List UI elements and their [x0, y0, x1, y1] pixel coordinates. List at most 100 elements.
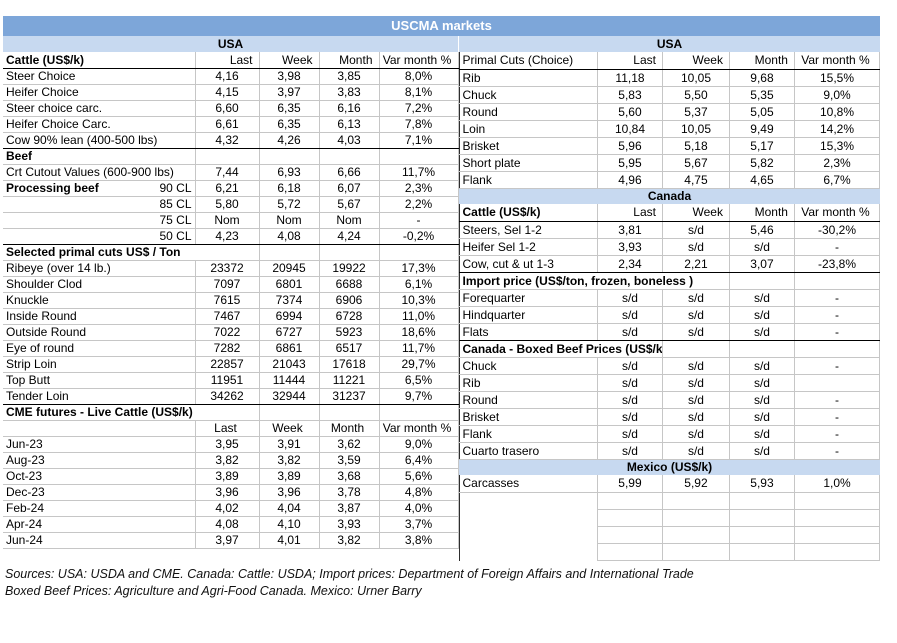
- table-row-rib: Rib 11,18 10,05 9,68 15,5%: [459, 69, 881, 87]
- row-label-cell: Aug-23: [3, 452, 196, 469]
- value-cell: s/d: [597, 425, 663, 443]
- value-cell: 10,84: [597, 120, 663, 138]
- empty-cell: [597, 526, 663, 544]
- value-cell: s/d: [662, 323, 730, 341]
- var-month-cell: 11,7%: [379, 164, 459, 181]
- var-month-cell: 14,2%: [794, 120, 881, 138]
- group-label: Primal Cuts (Choice): [459, 52, 598, 70]
- value-cell: s/d: [662, 374, 730, 392]
- empty-cell: [729, 340, 795, 358]
- row-label-cell: Rib: [459, 69, 598, 87]
- var-month-cell: -: [794, 442, 881, 460]
- row-sublabel: 85 CL: [159, 197, 192, 211]
- row-label-cell: Steer choice carc.: [3, 100, 196, 117]
- row-label-cell: Feb-24: [3, 500, 196, 517]
- value-cell: 3,83: [319, 84, 380, 101]
- row-label: Cow 90% lean (400-500 lbs): [6, 133, 158, 147]
- value-cell: 6906: [319, 292, 380, 309]
- var-month-cell: 8,0%: [379, 68, 459, 85]
- column-header: Month: [319, 420, 380, 437]
- row-label: Shoulder Clod: [6, 277, 83, 291]
- row-label-cell: Chuck: [459, 86, 598, 104]
- value-cell: 3,62: [319, 436, 380, 453]
- row-label: Heifer Choice Carc.: [6, 117, 111, 131]
- table-row-50-cl: 50 CL 4,23 4,08 4,24 -0,2%: [3, 228, 459, 245]
- row-label: Flats: [462, 324, 489, 339]
- value-cell: 6,21: [195, 180, 260, 197]
- var-month-cell: -: [794, 425, 881, 443]
- value-cell: Nom: [259, 212, 320, 229]
- var-month-cell: 7,2%: [379, 100, 459, 117]
- empty-cell: [729, 509, 795, 527]
- value-cell: s/d: [662, 357, 730, 375]
- value-cell: s/d: [662, 408, 730, 426]
- var-month-cell: 15,5%: [794, 69, 881, 87]
- value-cell: 6,35: [259, 116, 320, 133]
- empty-row: [459, 509, 881, 527]
- row-label: Rib: [462, 70, 481, 85]
- value-cell: 19922: [319, 260, 380, 277]
- column-header: Month: [729, 52, 795, 70]
- empty-cell: [597, 509, 663, 527]
- value-cell: 5,80: [195, 196, 260, 213]
- section-label: Selected primal cuts US$ / Ton: [3, 244, 260, 261]
- table-row-eye-of-round: Eye of round 7282 6861 6517 11,7%: [3, 340, 459, 357]
- table-row-carcasses: Carcasses 5,99 5,92 5,93 1,0%: [459, 475, 881, 493]
- empty-cell: [459, 526, 598, 543]
- table-row-jun-24: Jun-24 3,97 4,01 3,82 3,8%: [3, 532, 459, 549]
- table-row-apr-24: Apr-24 4,08 4,10 3,93 3,7%: [3, 516, 459, 533]
- value-cell: 31237: [319, 388, 380, 405]
- row-label: Top Butt: [6, 373, 51, 387]
- value-cell: 4,32: [195, 132, 260, 149]
- value-cell: 5,92: [662, 475, 730, 493]
- value-cell: 9,49: [729, 120, 795, 138]
- section-label: Import price (US$/ton, frozen, boneless …: [459, 272, 730, 290]
- table-row-inside-round: Inside Round 7467 6994 6728 11,0%: [3, 308, 459, 325]
- table-row-ribeye-over-14-lb: Ribeye (over 14 lb.) 23372 20945 19922 17,3%: [3, 260, 459, 277]
- value-cell: s/d: [597, 374, 663, 392]
- group-label: Cattle (US$/k): [459, 204, 598, 222]
- empty-cell: [662, 526, 730, 544]
- table-row-shoulder-clod: Shoulder Clod 7097 6801 6688 6,1%: [3, 276, 459, 293]
- empty-cell: [729, 526, 795, 544]
- value-cell: s/d: [729, 391, 795, 409]
- empty-cell: [379, 404, 459, 421]
- value-cell: 3,78: [319, 484, 380, 501]
- row-label-cell: Hindquarter: [459, 306, 598, 324]
- row-label: Inside Round: [6, 309, 77, 323]
- column-header: Last: [195, 52, 260, 69]
- value-cell: 5,67: [319, 196, 380, 213]
- table-row-jun-23: Jun-23 3,95 3,91 3,62 9,0%: [3, 436, 459, 453]
- value-cell: 4,24: [319, 228, 380, 245]
- value-cell: 5,95: [597, 154, 663, 172]
- row-label-cell: Round: [459, 103, 598, 121]
- table-row-forequarter: Forequarter s/d s/d s/d -: [459, 289, 881, 307]
- row-label: Steers, Sel 1-2: [462, 222, 542, 237]
- value-cell: 7374: [259, 292, 320, 309]
- var-month-cell: -0,2%: [379, 228, 459, 245]
- value-cell: 4,75: [662, 171, 730, 189]
- table-row-chuck: Chuck 5,83 5,50 5,35 9,0%: [459, 86, 881, 104]
- empty-cell: [662, 509, 730, 527]
- var-month-cell: 5,6%: [379, 468, 459, 485]
- row-label-cell: 75 CL: [3, 212, 196, 229]
- value-cell: s/d: [729, 374, 795, 392]
- value-cell: 34262: [195, 388, 260, 405]
- table-row-brisket: Brisket s/d s/d s/d -: [459, 408, 881, 426]
- value-cell: s/d: [662, 221, 730, 239]
- row-label: Chuck: [462, 87, 497, 102]
- column-header-row: Last Week Month Var month %: [3, 420, 459, 437]
- value-cell: 7282: [195, 340, 260, 357]
- row-label-cell: Cow, cut & ut 1-3: [459, 255, 598, 273]
- row-label-cell: Cuarto trasero: [459, 442, 598, 460]
- var-month-cell: 3,7%: [379, 516, 459, 533]
- row-sublabel: 75 CL: [159, 213, 192, 227]
- column-header: Last: [195, 420, 260, 437]
- row-label: Aug-23: [6, 453, 45, 467]
- value-cell: 6,93: [259, 164, 320, 181]
- var-month-cell: 6,1%: [379, 276, 459, 293]
- empty-cell: [794, 526, 881, 544]
- value-cell: 5,67: [662, 154, 730, 172]
- row-label-cell: 50 CL: [3, 228, 196, 245]
- row-label-cell: 85 CL: [3, 196, 196, 213]
